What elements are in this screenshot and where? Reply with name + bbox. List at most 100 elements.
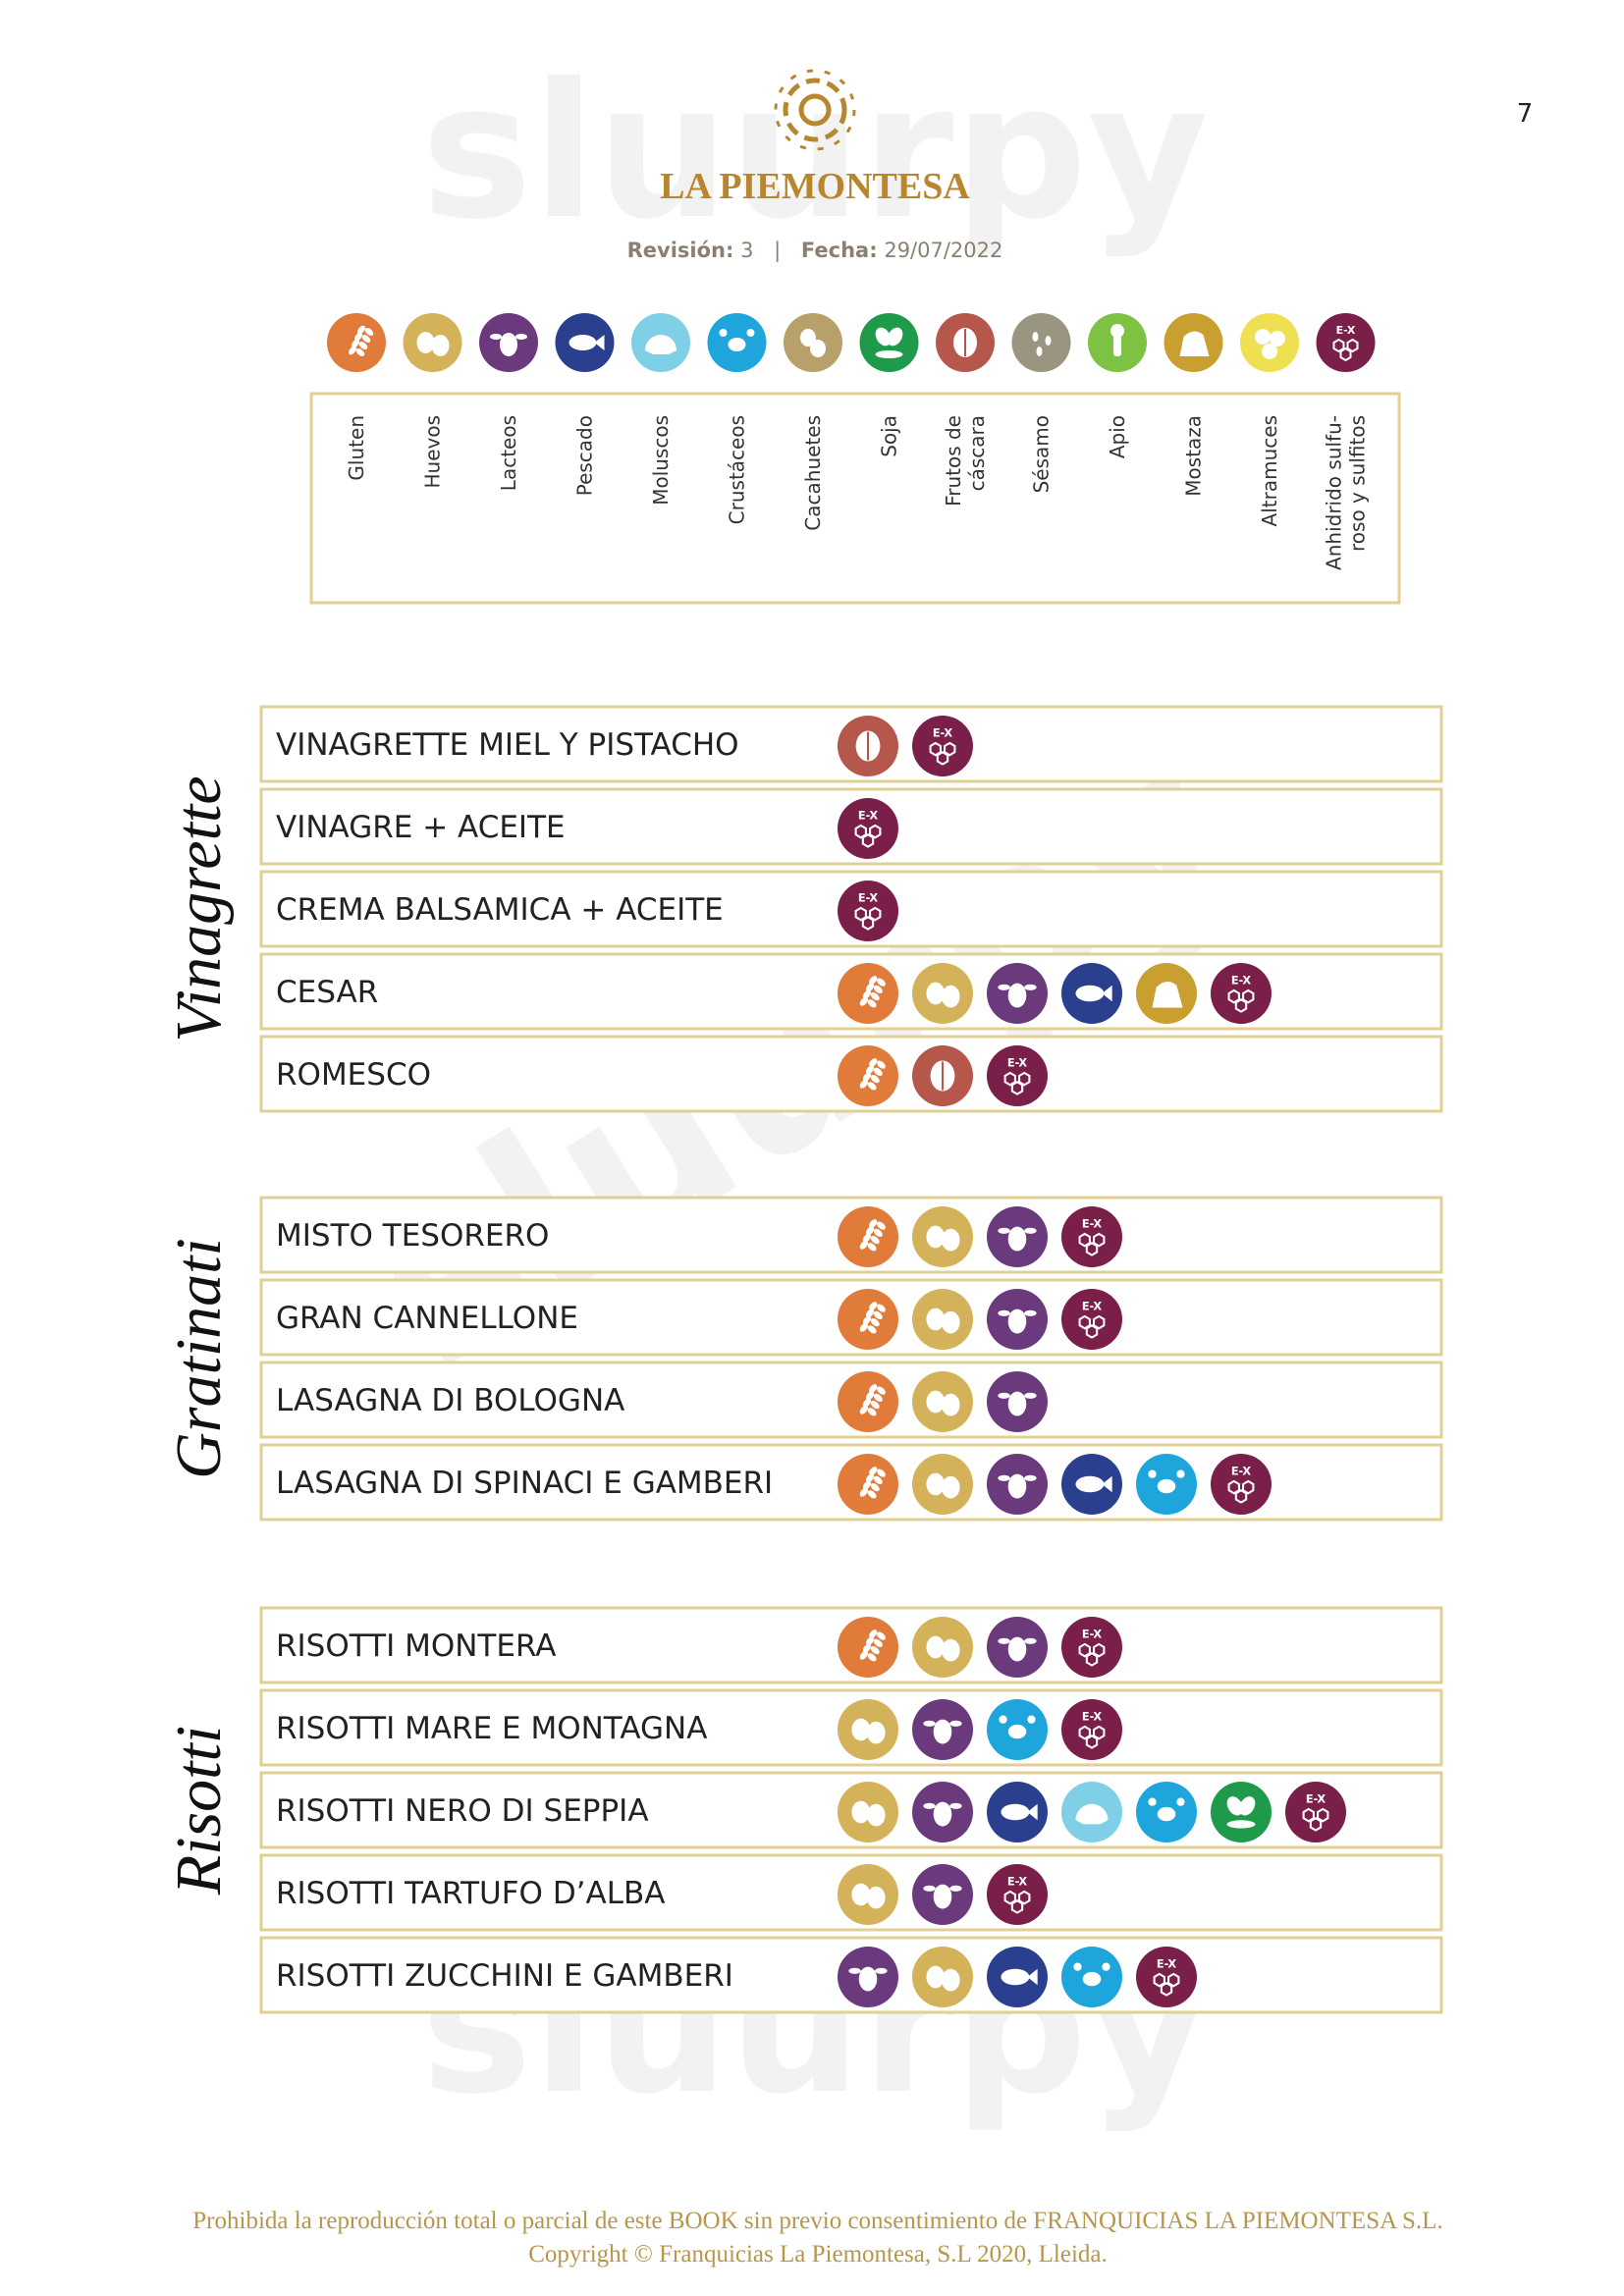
dish-name: GRAN CANNELLONE (276, 1301, 578, 1336)
allergen-icon (1061, 963, 1122, 1024)
legend-label-line: Frutos de (942, 415, 965, 507)
allergen-icon (631, 313, 690, 372)
allergen-icon (838, 1699, 898, 1760)
allergen-icon (838, 1454, 898, 1515)
allergen-icon (912, 1289, 973, 1350)
dish-name: LASAGNA DI SPINACI E GAMBERI (276, 1466, 773, 1501)
allergen-icon (987, 1699, 1048, 1760)
allergen-icon (1061, 1454, 1122, 1515)
allergen-icon (838, 1782, 898, 1842)
legend-label: Lacteos (497, 415, 520, 491)
dish-name: LASAGNA DI BOLOGNA (276, 1383, 624, 1418)
legend-label: Gluten (345, 415, 368, 481)
allergen-icon (912, 1782, 973, 1842)
allergen-icon (987, 1782, 1048, 1842)
allergen-icon (838, 1206, 898, 1267)
section-title: Risotti (163, 1726, 235, 1896)
section-title: Vinagrette (163, 775, 235, 1041)
allergen-icon (838, 1947, 898, 2007)
sulfite-icon-text: E-X (1007, 1056, 1028, 1070)
separator: | (774, 239, 781, 263)
allergen-icon: E-X (1211, 963, 1272, 1024)
legend-label: Moluscos (649, 415, 673, 506)
allergen-icon (1061, 1947, 1122, 2007)
dish-name: VINAGRETTE MIEL Y PISTACHO (276, 727, 739, 763)
legend-label-line: Crustáceos (726, 415, 749, 524)
footer-line: Prohibida la reproducción total o parcia… (192, 2208, 1442, 2234)
allergen-icon (987, 1371, 1048, 1432)
legend-label-line: Sésamo (1030, 415, 1054, 493)
date-label: Fecha: (801, 239, 878, 262)
allergen-icon: E-X (1136, 1947, 1197, 2007)
allergen-icon: E-X (1285, 1782, 1346, 1842)
allergen-icon (987, 1289, 1048, 1350)
legend-label: Apio (1106, 415, 1129, 458)
legend-label: Altramuces (1258, 415, 1281, 526)
logo (774, 69, 856, 151)
legend-label-line: Anhidrido sulfu- (1323, 415, 1346, 570)
sulfite-icon-text: E-X (1157, 1957, 1177, 1971)
allergen-icon (987, 1206, 1048, 1267)
allergen-icon (912, 1206, 973, 1267)
allergen-icon (838, 963, 898, 1024)
sulfite-icon-text: E-X (858, 891, 879, 905)
dish-name: MISTO TESORERO (276, 1218, 549, 1254)
allergen-icon (912, 1617, 973, 1678)
dish-name: RISOTTI TARTUFO D’ALBA (276, 1876, 666, 1911)
legend-label-line: Cacahuetes (801, 415, 825, 531)
legend-label-line: Mostaza (1182, 415, 1206, 497)
dish-name: VINAGRE + ACEITE (276, 810, 566, 845)
page-number: 7 (1517, 99, 1534, 129)
brand: LA PIEMONTESA (660, 166, 970, 207)
allergen-icon (1088, 313, 1147, 372)
allergen-icon (987, 1617, 1048, 1678)
allergen-icon (555, 313, 615, 372)
allergen-icon (1211, 1782, 1272, 1842)
allergen-icon (403, 313, 462, 372)
allergen-icon (838, 1045, 898, 1106)
allergen-icon (1136, 1454, 1197, 1515)
dish-name: CESAR (276, 975, 378, 1010)
allergen-icon (1011, 313, 1071, 372)
allergen-icon (912, 1454, 973, 1515)
allergen-icon (1240, 313, 1299, 372)
section-title: Gratinati (163, 1238, 235, 1479)
legend-label: Sésamo (1030, 415, 1054, 493)
allergen-icon (1136, 963, 1197, 1024)
allergen-icon (859, 313, 919, 372)
allergen-icon (912, 963, 973, 1024)
sulfite-icon-text: E-X (1231, 1465, 1252, 1478)
revision-label: Revisión: (627, 239, 734, 262)
allergen-icon (838, 1864, 898, 1925)
date: 29/07/2022 (884, 239, 1002, 262)
legend-label-line: roso y sulfitos (1346, 415, 1370, 552)
sulfite-icon-text: E-X (858, 809, 879, 823)
allergen-icon (479, 313, 538, 372)
sulfite-icon-text: E-X (933, 726, 953, 740)
allergen-icon: E-X (912, 716, 973, 776)
allergen-icon (912, 1045, 973, 1106)
allergen-icon (784, 313, 842, 372)
allergen-icon: E-X (1061, 1617, 1122, 1678)
legend-label: Crustáceos (726, 415, 749, 524)
allergen-icon: E-X (1316, 313, 1376, 372)
legend-label: Mostaza (1182, 415, 1206, 497)
allergen-icon (912, 1371, 973, 1432)
legend-label-line: Huevos (421, 415, 445, 489)
dish-name: CREMA BALSAMICA + ACEITE (276, 892, 724, 928)
legend-label-line: cáscara (965, 415, 989, 491)
sulfite-icon-text: E-X (1082, 1217, 1103, 1231)
allergen-icon: E-X (987, 1045, 1048, 1106)
revision: 3 (740, 239, 753, 262)
allergen-icon: E-X (1061, 1289, 1122, 1350)
allergen-icon (1136, 1782, 1197, 1842)
allergen-icon (912, 1947, 973, 2007)
sulfite-icon-text: E-X (1231, 974, 1252, 988)
dish-name: RISOTTI ZUCCHINI E GAMBERI (276, 1958, 733, 1994)
allergen-icon (838, 1617, 898, 1678)
watermark: sluurpy (421, 43, 1209, 260)
allergen-icon: E-X (987, 1864, 1048, 1925)
legend-label: Frutos decáscara (942, 415, 989, 507)
